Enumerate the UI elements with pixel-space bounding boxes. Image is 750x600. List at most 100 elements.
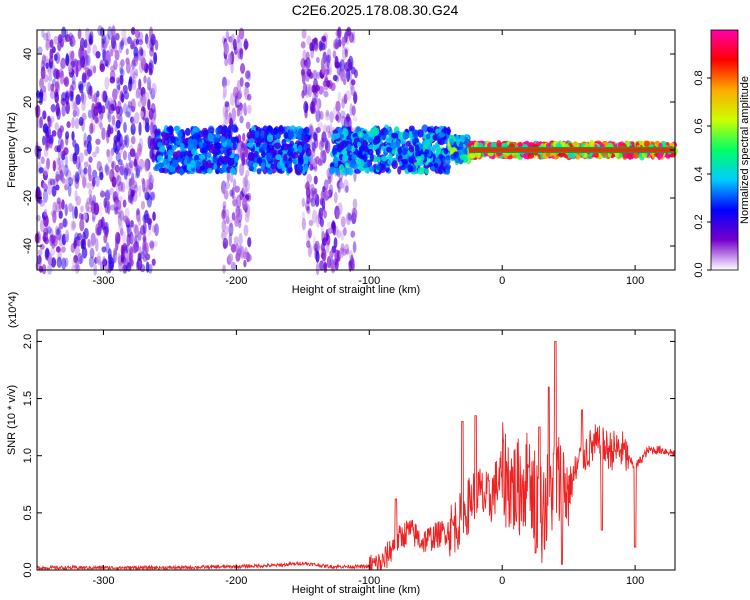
noise-dot — [65, 135, 69, 146]
noise-dot — [123, 91, 130, 100]
noise-dot — [224, 109, 229, 120]
noise-dot — [107, 150, 113, 164]
band-dot — [375, 148, 380, 156]
noise-dot — [118, 205, 123, 215]
noise-dot — [312, 235, 317, 246]
noise-dot — [142, 240, 146, 252]
noise-dot — [353, 69, 358, 78]
noise-dot — [314, 240, 320, 254]
noise-dot — [245, 121, 251, 130]
noise-dot — [49, 48, 54, 59]
noise-dot — [334, 205, 340, 220]
noise-dot — [237, 89, 243, 100]
noise-dot — [321, 131, 327, 143]
noise-dot — [236, 210, 240, 219]
noise-dot — [97, 25, 103, 37]
noise-dot — [74, 117, 80, 130]
noise-dot — [229, 219, 234, 228]
noise-dot — [109, 76, 116, 84]
snr-line — [36, 340, 676, 572]
noise-dot — [48, 75, 53, 82]
noise-dot — [46, 115, 51, 122]
noise-dot — [350, 230, 356, 238]
noise-dot — [79, 218, 85, 232]
y-tick-label: 0.0 — [22, 562, 34, 577]
noise-dot — [304, 61, 309, 74]
noise-dot — [228, 233, 232, 247]
noise-dot — [346, 26, 352, 37]
noise-dot — [114, 231, 121, 244]
noise-dot — [130, 26, 136, 36]
noise-dot — [116, 77, 120, 84]
noise-dot — [321, 198, 326, 211]
noise-dot — [325, 109, 330, 117]
noise-dot — [150, 121, 154, 135]
snr-ticks: -300 -200 -100 0 100 0.0 0.5 1.0 1.5 2.0 — [22, 330, 675, 587]
noise-dot — [92, 177, 96, 187]
noise-dot — [148, 263, 153, 274]
x-tick-label: 0 — [499, 275, 505, 287]
noise-dot — [334, 259, 339, 271]
noise-dot — [323, 179, 329, 191]
noise-dot — [229, 173, 234, 184]
band-dot — [417, 160, 424, 167]
noise-dot — [334, 38, 340, 50]
noise-dot — [151, 83, 157, 96]
noise-dot — [105, 165, 111, 176]
y-tick-label: -20 — [22, 190, 34, 206]
noise-dot — [43, 55, 49, 62]
noise-dot — [118, 41, 123, 54]
band-dot — [341, 149, 348, 155]
band-dot — [175, 139, 181, 146]
noise-dot — [81, 92, 87, 106]
noise-dot — [54, 91, 59, 104]
noise-dot — [104, 227, 109, 238]
band-dot — [386, 146, 393, 153]
noise-dot — [320, 42, 326, 51]
y-tick-label: 1.0 — [22, 448, 34, 463]
noise-dot — [124, 217, 131, 226]
noise-dot — [50, 247, 56, 257]
x-tick-label: -100 — [358, 275, 380, 287]
noise-dot — [222, 113, 227, 125]
noise-dot — [236, 34, 241, 44]
noise-dot — [134, 30, 141, 39]
noise-dot — [43, 214, 49, 228]
noise-dot — [74, 177, 80, 190]
noise-dot — [323, 261, 327, 270]
noise-dot — [57, 41, 62, 52]
band-dot — [198, 154, 206, 160]
noise-dot — [224, 100, 230, 108]
noise-dot — [313, 175, 318, 185]
band-dot — [433, 162, 439, 169]
noise-dot — [222, 237, 229, 249]
band-dot — [215, 127, 221, 136]
noise-dot — [99, 171, 104, 181]
noise-dot — [79, 255, 84, 265]
noise-dot — [142, 255, 148, 263]
noise-dot — [238, 163, 245, 177]
noise-dot — [54, 122, 59, 131]
noise-dot — [321, 230, 325, 244]
noise-dot — [87, 238, 91, 248]
noise-dot — [42, 85, 47, 93]
noise-dot — [87, 241, 93, 248]
y-tick-label: 0 — [22, 147, 34, 153]
noise-dot — [111, 176, 117, 188]
noise-dot — [301, 71, 306, 85]
noise-dot — [133, 55, 139, 67]
noise-dot — [319, 86, 325, 94]
noise-dot — [301, 197, 306, 208]
noise-dot — [325, 140, 331, 154]
noise-dot — [87, 43, 91, 55]
noise-dot — [67, 64, 73, 73]
noise-dot — [114, 199, 119, 208]
noise-dot — [71, 205, 76, 220]
noise-dot — [42, 135, 46, 146]
band-dot — [265, 152, 273, 162]
noise-dot — [343, 93, 348, 104]
noise-dot — [122, 242, 128, 252]
noise-dot — [350, 257, 355, 271]
noise-dot — [71, 221, 77, 230]
